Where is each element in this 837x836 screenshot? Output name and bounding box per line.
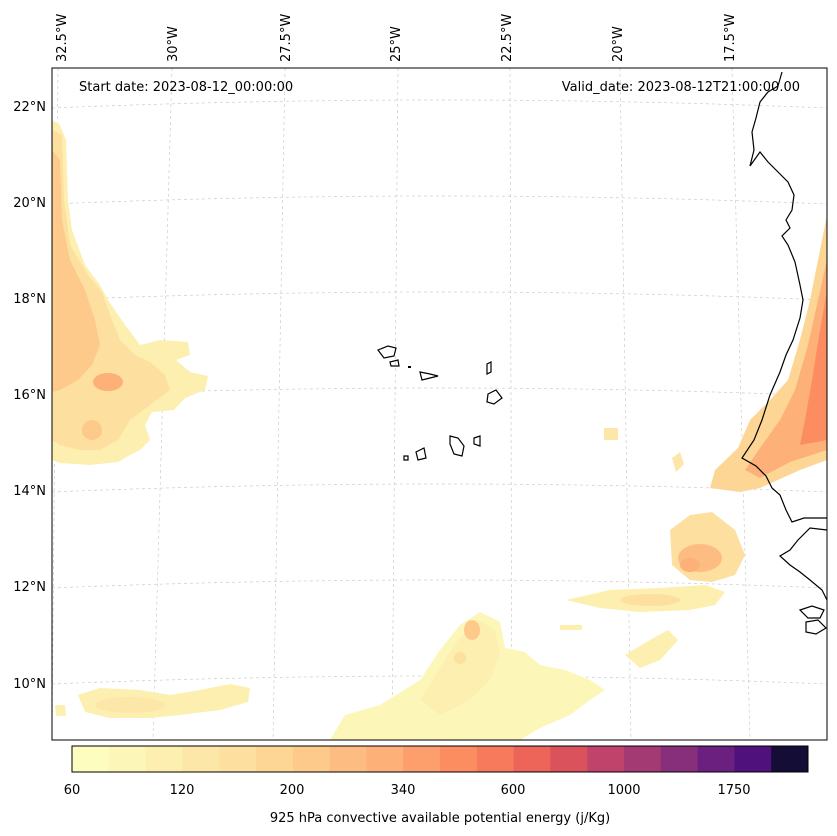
cape-area-southwest-core [95,697,165,713]
island-sao-nicolau [419,371,439,381]
lon-label-17-5w: 17.5°W [723,14,738,62]
island-brava [403,455,409,461]
colorbar-title: 925 hPa convective available potential e… [270,811,610,826]
lon-label-32-5w: 32.5°W [55,14,70,62]
map-background [52,68,827,740]
cape-area-west-core [52,150,100,392]
cape-area-south-max [464,620,480,640]
colorbar-swatch [366,746,404,772]
island-boa-vista [486,389,503,405]
lon-label-22-5w: 22.5°W [500,14,515,62]
cape-area-southeast-max [680,558,700,572]
colorbar-tick-200: 200 [280,783,305,798]
cape-area-east-patch [604,428,618,440]
colorbar-tick-60: 60 [64,783,81,798]
cape-area-speck [560,625,582,630]
map-frame [51,67,828,741]
colorbar-tick-600: 600 [501,783,526,798]
colorbar-tick-120: 120 [170,783,195,798]
colorbar-swatch [624,746,662,772]
lat-label-10n: 10°N [13,677,46,692]
colorbar-swatch [476,746,515,772]
lat-label-14n: 14°N [13,484,46,499]
colorbar-swatch [256,746,294,772]
colorbar-tick-1750: 1750 [717,783,750,798]
cape-area-east-core [800,290,827,445]
cape-area-southwest-speck [55,705,66,716]
colorbar-tick-340: 340 [391,783,416,798]
lat-label-16n: 16°N [13,388,46,403]
lat-label-18n: 18°N [13,292,46,307]
colorbar-swatch [292,746,331,772]
lon-label-27-5w: 27.5°W [279,14,294,62]
colorbar-swatch [440,746,478,772]
island-speck [408,366,411,368]
colorbar-swatch [72,746,110,772]
island-fogo [415,447,427,461]
island-sao-vicente [389,359,400,367]
cape-area-west-max [93,373,123,391]
colorbar-swatch [734,746,772,772]
colorbar-tick-1000: 1000 [607,783,640,798]
lat-label-22n: 22°N [13,100,46,115]
island-sal [486,361,492,375]
colorbar-swatch [550,746,588,772]
cape-area-east-patch2 [672,452,684,472]
island-santo-antao [377,345,397,359]
lon-label-30w: 30°W [166,26,181,62]
cape-area-tail [625,630,678,668]
colorbar-frame [71,745,809,773]
colorbar-swatch [145,746,183,772]
cape-area-south-max2 [454,652,466,664]
lon-label-20w: 20°W [611,26,626,62]
island-maio [473,435,481,447]
colorbar-swatch [403,746,441,772]
colorbar-swatch [587,746,625,772]
coastline [377,71,828,635]
africa-coast [741,71,827,523]
lat-label-20n: 20°N [13,196,46,211]
cape-field [52,120,827,740]
colorbar-swatch [660,746,699,772]
africa-coast-south [778,527,828,601]
colorbar-swatch [329,746,367,772]
colorbar-swatch [108,746,147,772]
island-santiago [449,435,465,457]
colorbar-ticks: 60 120 200 340 600 1000 1750 [64,783,751,798]
lon-label-25w: 25°W [389,26,404,62]
valid-date-label: Valid_date: 2023-08-12T21:00:00.00 [562,80,800,95]
lat-label-12n: 12°N [13,580,46,595]
cape-area-south-inner [420,620,500,715]
island-guinea-1 [798,605,825,619]
colorbar-swatch [219,746,257,772]
latitude-labels: 22°N 20°N 18°N 16°N 14°N 12°N 10°N [13,100,46,692]
start-date-label: Start date: 2023-08-12_00:00:00 [79,80,293,95]
colorbar-swatch [771,746,809,772]
colorbar-swatch [182,746,220,772]
colorbar-swatch [513,746,551,772]
cape-area-west-max2 [82,420,102,440]
island-guinea-2 [805,619,827,635]
longitude-labels: 32.5°W 30°W 27.5°W 25°W 22.5°W 20°W 17.5… [55,14,738,62]
cape-area-band-core [620,594,680,606]
colorbar-swatch [697,746,735,772]
colorbar [72,746,809,772]
